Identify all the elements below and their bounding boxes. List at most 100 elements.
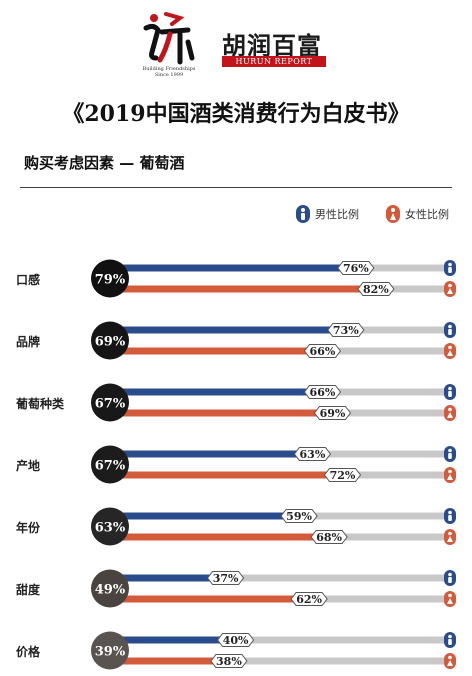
- male-icon: [296, 205, 310, 223]
- male-value-label: 37%: [213, 572, 239, 585]
- female-bar: [110, 657, 237, 665]
- female-row-icon-head: [448, 407, 452, 412]
- male-row-icon-head: [448, 510, 452, 515]
- female-bar: [110, 533, 338, 541]
- female-row-icon-body: [447, 474, 453, 480]
- female-row-icon-body: [447, 412, 453, 418]
- male-value-label-box: [327, 323, 365, 337]
- male-track: [110, 636, 444, 644]
- divider: [20, 187, 452, 188]
- male-bar: [110, 388, 331, 396]
- female-bar: [110, 595, 318, 603]
- female-icon: [386, 205, 400, 223]
- female-row-icon-head: [448, 531, 452, 536]
- female-row-icon-body: [447, 288, 453, 294]
- overall-value-label: 67%: [95, 397, 126, 412]
- category-label: 价格: [16, 644, 41, 659]
- overall-value-label: 63%: [95, 521, 126, 536]
- female-bar: [110, 347, 331, 355]
- female-value-label: 69%: [320, 407, 346, 420]
- male-bar: [110, 326, 354, 334]
- header: Building Friendships Since 1999 胡润百富 HUR…: [0, 0, 472, 90]
- female-value-label-box: [210, 654, 248, 668]
- female-row-icon-head: [448, 655, 452, 660]
- female-value-label-box: [290, 592, 328, 606]
- overall-circle: [91, 507, 129, 546]
- brand-en: HURUN REPORT: [222, 56, 326, 67]
- male-value-label-box: [337, 261, 375, 275]
- male-value-label: 66%: [310, 386, 336, 399]
- hurun-logo-icon: [143, 12, 195, 65]
- category-label: 口感: [16, 272, 41, 287]
- male-row-icon-head: [448, 572, 452, 577]
- female-value-label: 62%: [296, 593, 322, 606]
- category-label: 产地: [16, 458, 41, 473]
- legend-male-label: 男性比例: [315, 208, 359, 221]
- female-value-label-box: [313, 406, 352, 420]
- female-value-label: 72%: [330, 469, 356, 482]
- male-row-icon-body: [448, 639, 452, 645]
- male-row-icon-body: [448, 453, 452, 459]
- female-bar: [110, 285, 384, 293]
- female-row-icon-head: [448, 593, 452, 598]
- male-value-label: 76%: [343, 262, 369, 275]
- female-bar: [110, 409, 341, 417]
- male-track: [110, 574, 444, 582]
- legend-male: 男性比例: [296, 204, 359, 224]
- female-row-icon-body: [447, 536, 453, 542]
- overall-circle: [91, 445, 129, 484]
- male-row-icon-head: [448, 634, 452, 639]
- male-value-label: 63%: [300, 448, 326, 461]
- male-bar: [110, 636, 244, 644]
- male-row-icon-body: [448, 329, 452, 335]
- male-row-icon-body: [448, 267, 452, 273]
- male-value-label-box: [303, 385, 342, 399]
- male-value-label-box: [293, 447, 332, 461]
- male-bar: [110, 450, 321, 458]
- report-title: 《2019中国酒类消费行为白皮书》: [62, 101, 410, 127]
- female-track: [110, 657, 444, 665]
- female-row-icon-head: [448, 469, 452, 474]
- male-bar: [110, 264, 364, 272]
- overall-value-label: 69%: [95, 335, 126, 350]
- overall-circle: [91, 383, 129, 422]
- male-value-label: 59%: [286, 510, 312, 523]
- male-row-icon-head: [448, 448, 452, 453]
- female-row-icon-body: [447, 660, 453, 666]
- female-value-label-box: [310, 530, 348, 544]
- male-row-icon-body: [448, 577, 452, 583]
- male-value-label-box: [206, 571, 245, 585]
- category-label: 年份: [16, 520, 41, 535]
- brand-cn: 胡润百富: [222, 32, 322, 60]
- female-bar: [110, 471, 351, 479]
- male-value-label: 40%: [223, 634, 249, 647]
- overall-value-label: 39%: [95, 645, 126, 660]
- overall-circle: [91, 569, 129, 608]
- overall-circle: [91, 631, 129, 670]
- overall-value-label: 67%: [95, 459, 126, 474]
- female-row-icon-body: [447, 350, 453, 356]
- female-row-icon-head: [448, 345, 452, 350]
- male-row-icon-head: [448, 262, 452, 267]
- category-label: 品牌: [16, 334, 41, 349]
- male-value-label-box: [280, 509, 318, 523]
- female-value-label: 68%: [316, 531, 342, 544]
- male-bar: [110, 512, 308, 520]
- male-row-icon-body: [448, 391, 452, 397]
- overall-circle: [91, 259, 129, 298]
- male-value-label-box: [216, 633, 255, 647]
- female-row-icon-body: [447, 598, 453, 604]
- female-value-label-box: [323, 468, 362, 482]
- male-bar: [110, 574, 234, 582]
- category-label: 甜度: [16, 582, 41, 597]
- male-row-icon-body: [448, 515, 452, 521]
- legend-female-label: 女性比例: [405, 208, 449, 221]
- legend-female: 女性比例: [386, 204, 449, 224]
- overall-value-label: 49%: [95, 583, 126, 598]
- chart-subtitle: 购买考虑因素 — 葡萄酒: [24, 154, 185, 172]
- female-value-label: 82%: [363, 283, 389, 296]
- female-value-label: 38%: [216, 655, 242, 668]
- female-value-label-box: [357, 282, 395, 296]
- category-label: 葡萄种类: [16, 396, 65, 411]
